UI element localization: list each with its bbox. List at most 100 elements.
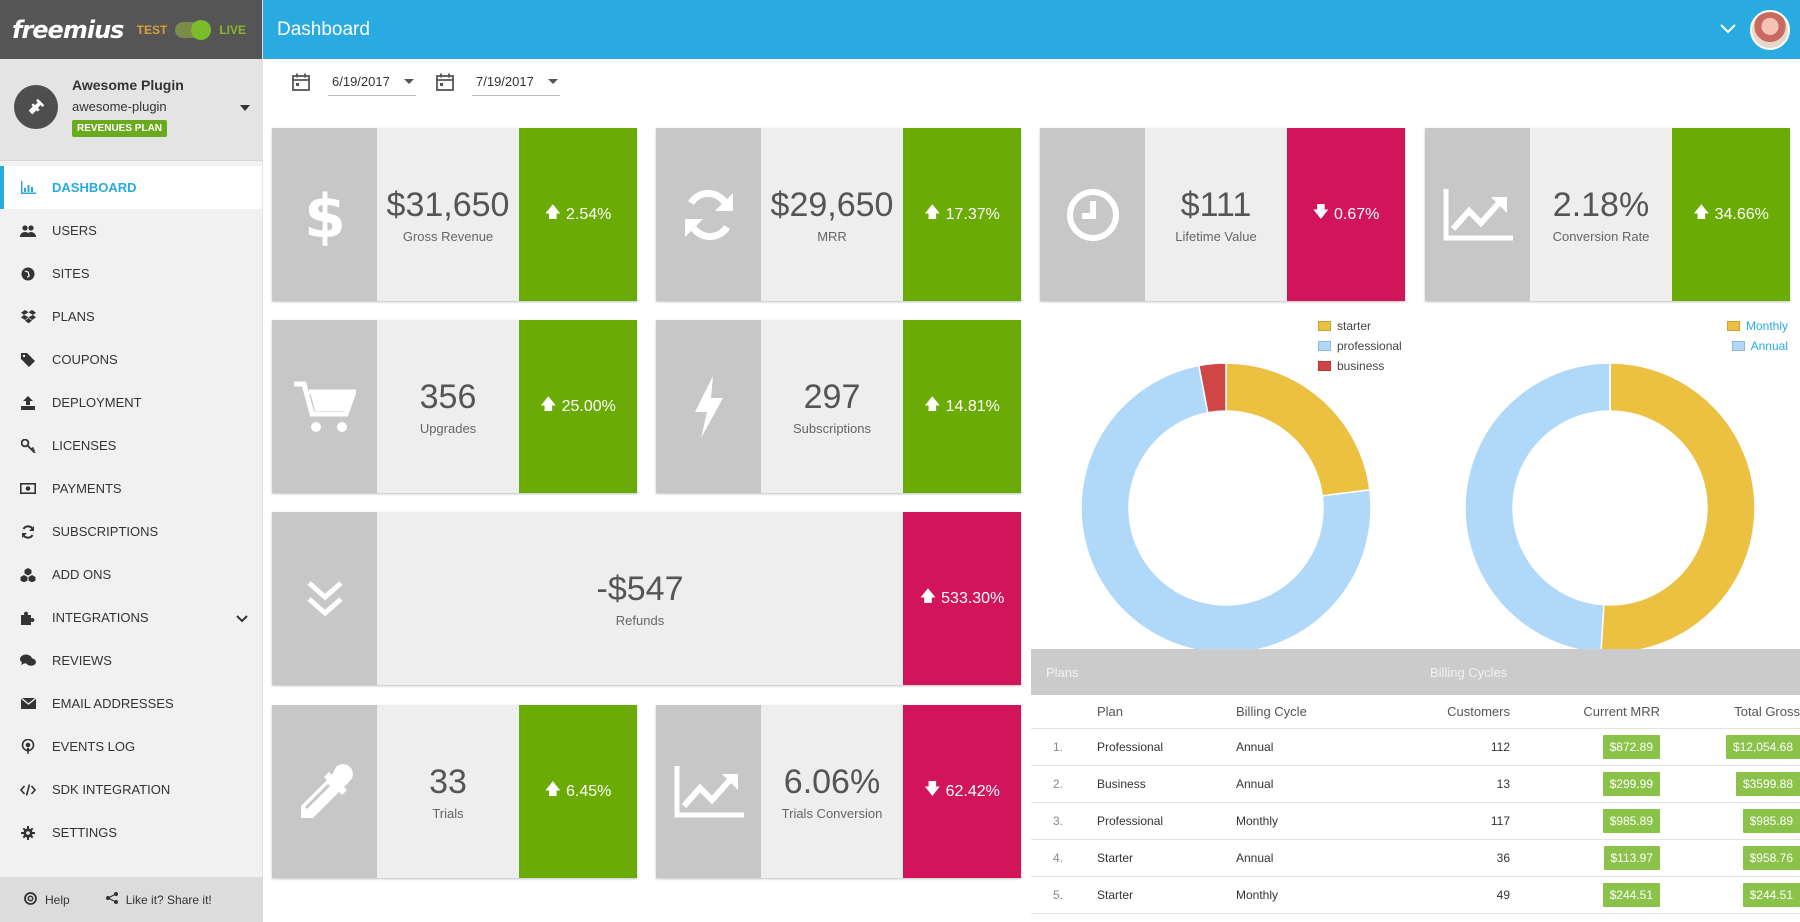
sidebar-item-label: SITES: [52, 266, 90, 281]
sidebar-item-label: PLANS: [52, 309, 95, 324]
row-total-gross: $958.76: [1742, 846, 1800, 870]
sidebar-item-reviews[interactable]: REVIEWS: [0, 639, 262, 682]
sidebar-item-settings[interactable]: SETTINGS: [0, 811, 262, 854]
column-billing-cycle[interactable]: Billing Cycle: [1236, 704, 1307, 719]
billing-cycles-legend: Monthly Annual: [1726, 316, 1788, 356]
refresh-icon: [656, 128, 761, 301]
table-row[interactable]: 3. Professional Monthly 117 $985.89 $985…: [1031, 803, 1800, 840]
table-row[interactable]: 2. Business Annual 13 $299.99 $3599.88: [1031, 766, 1800, 803]
donut-slice-professional[interactable]: [1080, 364, 1372, 654]
table-row[interactable]: 1. Professional Annual 112 $872.89 $12,0…: [1031, 729, 1800, 766]
stat-label: Lifetime Value: [1175, 228, 1257, 244]
plugin-selector[interactable]: Awesome Plugin awesome-plugin REVENUES P…: [0, 59, 262, 161]
arrow-up-icon: 🡅: [544, 204, 562, 221]
stat-label: Refunds: [615, 612, 665, 628]
sidebar-item-sdk-integration[interactable]: SDK INTEGRATION: [0, 768, 262, 811]
start-date-field[interactable]: 6/19/2017: [328, 72, 416, 96]
table-row[interactable]: 4. Starter Annual 36 $113.97 $958.76: [1031, 840, 1800, 877]
table-row[interactable]: 5. Starter Monthly 49 $244.51 $244.51: [1031, 877, 1800, 914]
legend-item-annual[interactable]: Annual: [1727, 336, 1788, 356]
sidebar-item-label: REVIEWS: [52, 653, 112, 668]
sidebar-item-dashboard[interactable]: DASHBOARD: [0, 166, 262, 209]
env-toggle[interactable]: [175, 19, 212, 40]
donut-slice-annual[interactable]: [1464, 362, 1611, 654]
arrow-down-icon: 🡇: [924, 781, 941, 798]
billing-cycles-donut-chart: [1464, 362, 1756, 654]
row-billing-cycle: Monthly: [1236, 888, 1279, 902]
sidebar-item-add-ons[interactable]: ADD ONS: [0, 553, 262, 596]
code-icon: [20, 782, 36, 798]
stat-value: 297: [803, 377, 861, 416]
subscriptions-card: 297 Subscriptions 🡅 14.81%: [656, 320, 1021, 493]
stat-label: MRR: [817, 228, 847, 244]
sidebar-item-sites[interactable]: SITES: [0, 252, 262, 295]
row-billing-cycle: Monthly: [1236, 814, 1279, 828]
sidebar-item-licenses[interactable]: LICENSES: [0, 424, 262, 467]
sidebar-item-label: PAYMENTS: [52, 481, 122, 496]
donut-slice-starter[interactable]: [1225, 362, 1371, 497]
donut-slice-business[interactable]: [1197, 362, 1227, 414]
double-chevron-down-icon: [272, 512, 377, 685]
caret-down-icon: [404, 79, 414, 84]
stat-value: 2.18%: [1552, 185, 1650, 224]
row-customers: 112: [1490, 740, 1510, 754]
end-date-field[interactable]: 7/19/2017: [472, 72, 560, 96]
avatar[interactable]: [1750, 9, 1790, 50]
column-current-mrr[interactable]: Current MRR: [1583, 704, 1660, 719]
help-label: Help: [45, 892, 70, 907]
sidebar-item-coupons[interactable]: COUPONS: [0, 338, 262, 381]
column-plan[interactable]: Plan: [1097, 704, 1124, 719]
help-link[interactable]: Help: [24, 891, 70, 908]
donut-slice-monthly[interactable]: [1600, 362, 1756, 654]
row-billing-cycle: Annual: [1236, 851, 1274, 865]
legend-item-monthly[interactable]: Monthly: [1726, 316, 1788, 336]
legend-item-business[interactable]: business: [1318, 356, 1402, 376]
caret-down-icon: [548, 79, 558, 84]
stat-change-value: 6.45%: [566, 782, 612, 800]
share-label: Like it? Share it!: [125, 892, 212, 907]
sidebar-item-integrations[interactable]: INTEGRATIONS: [0, 596, 262, 639]
row-customers: 49: [1496, 888, 1510, 902]
legend-label: business: [1337, 359, 1385, 373]
stat-change-value: 25.00%: [561, 397, 616, 415]
lifetime-value-card: $111 Lifetime Value 🡇 0.67%: [1040, 128, 1405, 301]
share-link[interactable]: Like it? Share it!: [105, 892, 212, 907]
sidebar-item-label: EMAIL ADDRESSES: [52, 696, 174, 711]
freemius-logo[interactable]: freemius: [12, 15, 124, 44]
mrr-card: $29,650 MRR 🡅 17.37%: [656, 128, 1021, 301]
stat-change: 🡇 0.67%: [1287, 128, 1405, 301]
calendar-icon[interactable]: [292, 73, 310, 96]
row-index: 1.: [1053, 740, 1064, 754]
row-total-gross: $3599.88: [1735, 772, 1800, 796]
column-customers[interactable]: Customers: [1447, 704, 1510, 719]
brand-bar: freemius TEST LIVE: [0, 0, 262, 59]
sidebar-item-email-addresses[interactable]: EMAIL ADDRESSES: [0, 682, 262, 725]
puzzle-icon: [20, 610, 36, 626]
arrow-up-icon: 🡅: [1693, 204, 1710, 221]
sidebar-item-deployment[interactable]: DEPLOYMENT: [0, 381, 262, 424]
sidebar-item-payments[interactable]: PAYMENTS: [0, 467, 262, 510]
row-current-mrr: $113.97: [1603, 846, 1660, 870]
stat-value: 356: [419, 377, 477, 416]
chevron-down-icon[interactable]: [236, 611, 248, 626]
caret-down-icon[interactable]: [240, 105, 250, 111]
eyedropper-icon: [272, 705, 377, 878]
legend-swatch: [1318, 321, 1331, 331]
stat-change: 🡅 14.81%: [903, 320, 1021, 493]
legend-item-professional[interactable]: professional: [1318, 336, 1402, 356]
env-live-label: LIVE: [219, 22, 246, 37]
stat-label: Trials: [432, 805, 464, 821]
sidebar-item-users[interactable]: USERS: [0, 209, 262, 252]
sidebar-item-events-log[interactable]: EVENTS LOG: [0, 725, 262, 768]
trials-card: 33 Trials 🡅 6.45%: [272, 705, 637, 878]
column-total-gross[interactable]: Total Gross: [1734, 704, 1800, 719]
sidebar-item-label: SETTINGS: [52, 825, 118, 840]
chevron-down-icon[interactable]: [1720, 21, 1736, 39]
calendar-icon[interactable]: [436, 73, 454, 96]
sidebar-item-plans[interactable]: PLANS: [0, 295, 262, 338]
sidebar-item-subscriptions[interactable]: SUBSCRIPTIONS: [0, 510, 262, 553]
row-plan: Professional: [1097, 740, 1164, 754]
row-current-mrr: $299.99: [1602, 772, 1660, 796]
row-plan: Professional: [1097, 814, 1164, 828]
legend-item-starter[interactable]: starter: [1318, 316, 1402, 336]
